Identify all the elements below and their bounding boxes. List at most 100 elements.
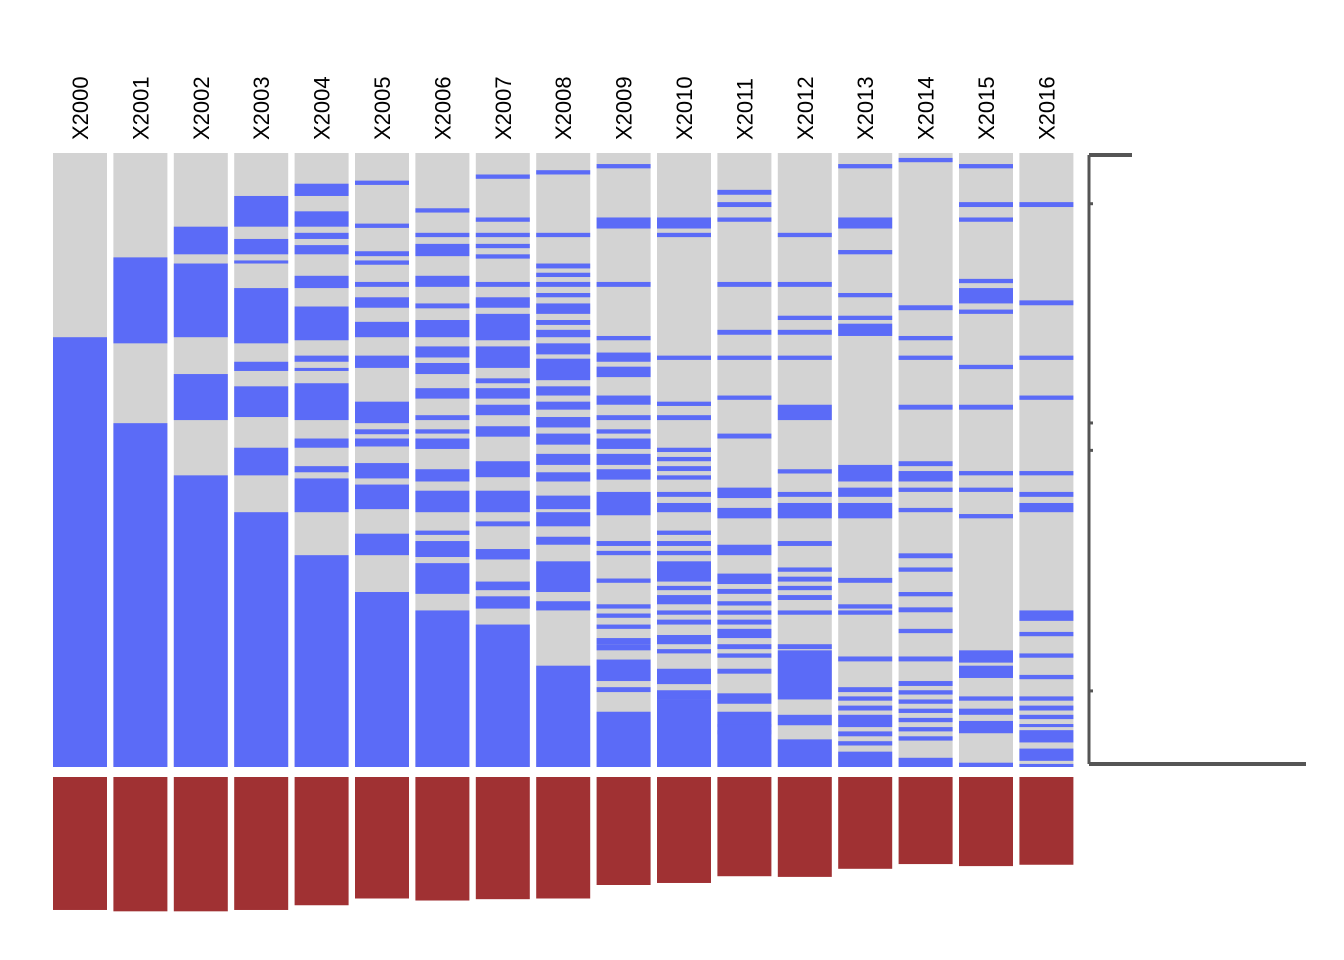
present-cell-x2016-2: [1019, 355, 1074, 360]
present-cell-x2007-16: [475, 549, 530, 560]
present-cell-x2009-15: [596, 578, 651, 583]
present-cell-x2003-2: [234, 260, 289, 264]
column-label-x2006: X2006: [430, 76, 455, 140]
present-cell-x2007-18: [475, 596, 530, 609]
present-cell-x2009-14: [596, 550, 651, 556]
present-cell-x2016-17: [1019, 763, 1074, 767]
present-cell-x2014-16: [898, 690, 953, 695]
present-cell-x2016-14: [1019, 724, 1074, 728]
present-cell-x2011-8: [717, 487, 772, 499]
present-cell-x2013-2: [838, 250, 893, 255]
present-cell-x2005-10: [355, 438, 409, 447]
present-cell-x2009-22: [596, 687, 651, 693]
present-cell-x2008-13: [536, 417, 591, 428]
present-cell-x2006-17: [415, 610, 470, 767]
present-cell-x2014-13: [898, 628, 953, 634]
present-cell-x2014-21: [898, 736, 953, 741]
present-cell-x2015-10: [959, 514, 1013, 519]
present-cell-x2009-3: [596, 335, 651, 341]
present-cell-x2011-15: [717, 619, 772, 625]
summary-bar-x2009: [596, 777, 651, 885]
present-cell-x2013-11: [838, 610, 893, 615]
present-cell-x2004-5: [294, 306, 349, 341]
present-cell-x2005-4: [355, 281, 409, 287]
present-cell-x2005-0: [355, 180, 409, 185]
present-cell-x2014-3: [898, 355, 953, 360]
present-cell-x2010-6: [657, 456, 711, 462]
present-cell-x2010-1: [657, 232, 711, 238]
present-cell-x2004-4: [294, 275, 349, 289]
column-label-x2002: X2002: [189, 76, 214, 140]
present-cell-x2014-10: [898, 567, 953, 572]
present-cell-x2009-2: [596, 281, 651, 287]
present-cell-x2013-9: [838, 577, 893, 583]
present-cell-x2011-3: [717, 281, 772, 287]
present-cell-x2007-12: [475, 426, 530, 437]
present-cell-x2008-9: [536, 343, 591, 355]
present-cell-x2014-19: [898, 717, 953, 723]
present-cell-x2010-21: [657, 668, 711, 685]
present-cell-x2010-11: [657, 530, 711, 535]
present-cell-x2004-6: [294, 355, 349, 362]
present-cell-x2010-4: [657, 415, 711, 421]
present-cell-x2013-7: [838, 487, 893, 497]
present-cell-x2014-7: [898, 487, 953, 492]
present-cell-x2006-10: [415, 429, 470, 434]
column-label-x2003: X2003: [249, 76, 274, 140]
present-cell-x2009-10: [596, 453, 651, 465]
present-cell-x2009-19: [596, 638, 651, 645]
present-cell-x2011-18: [717, 653, 772, 658]
summary-bar-x2011: [717, 777, 772, 877]
present-cell-x2008-22: [536, 665, 591, 767]
present-cell-x2013-14: [838, 696, 893, 701]
present-cell-x2015-13: [959, 696, 1013, 701]
present-cell-x2011-9: [717, 507, 772, 519]
present-cell-x2013-19: [838, 751, 893, 767]
present-cell-x2016-15: [1019, 730, 1074, 743]
present-cell-x2004-3: [294, 245, 349, 255]
present-cell-x2010-20: [657, 649, 711, 654]
present-cell-x2007-13: [475, 461, 530, 478]
present-cell-x2011-12: [717, 588, 772, 594]
present-cell-x2005-2: [355, 251, 409, 257]
present-cell-x2014-8: [898, 507, 953, 513]
present-cell-x2007-11: [475, 404, 530, 416]
present-cell-x2011-11: [717, 573, 772, 585]
summary-bar-x2010: [657, 777, 711, 883]
present-cell-x2010-19: [657, 634, 711, 645]
present-cell-x2014-15: [898, 681, 953, 686]
present-cell-x2016-10: [1019, 674, 1074, 680]
present-cell-x2009-0: [596, 164, 651, 169]
present-cell-x2009-4: [596, 352, 651, 362]
column-label-x2008: X2008: [551, 76, 576, 140]
present-cell-x2008-14: [536, 433, 591, 445]
present-cell-x2008-6: [536, 303, 591, 314]
present-cell-x2016-4: [1019, 471, 1074, 476]
present-cell-x2003-6: [234, 447, 289, 476]
present-cell-x2014-18: [898, 708, 953, 713]
column-summary-bars: [53, 777, 1074, 912]
present-cell-x2009-12: [596, 491, 651, 516]
present-cell-x2010-17: [657, 610, 711, 615]
present-cell-x2011-5: [717, 355, 772, 360]
summary-bar-x2003: [234, 777, 289, 910]
column-label-x2013: X2013: [853, 76, 878, 140]
present-cell-x2012-2: [777, 315, 832, 321]
summary-bar-x2001: [113, 777, 168, 912]
present-cell-x2015-9: [959, 487, 1013, 492]
summary-bar-x2008: [536, 777, 591, 899]
present-cell-x2015-6: [959, 364, 1013, 370]
present-cell-x2008-12: [536, 401, 591, 410]
present-cell-x2007-5: [475, 281, 530, 287]
present-cell-x2013-15: [838, 705, 893, 711]
present-cell-x2014-4: [898, 404, 953, 410]
present-cell-x2010-2: [657, 355, 711, 360]
column-label-x2009: X2009: [612, 76, 637, 140]
present-cell-x2004-8: [294, 383, 349, 421]
present-cell-x2008-0: [536, 170, 591, 175]
present-cell-x2010-5: [657, 447, 711, 453]
present-cell-x2007-2: [475, 232, 530, 238]
present-cell-x2015-14: [959, 708, 1013, 715]
present-cell-x2013-3: [838, 292, 893, 298]
present-cell-x2016-7: [1019, 610, 1074, 621]
